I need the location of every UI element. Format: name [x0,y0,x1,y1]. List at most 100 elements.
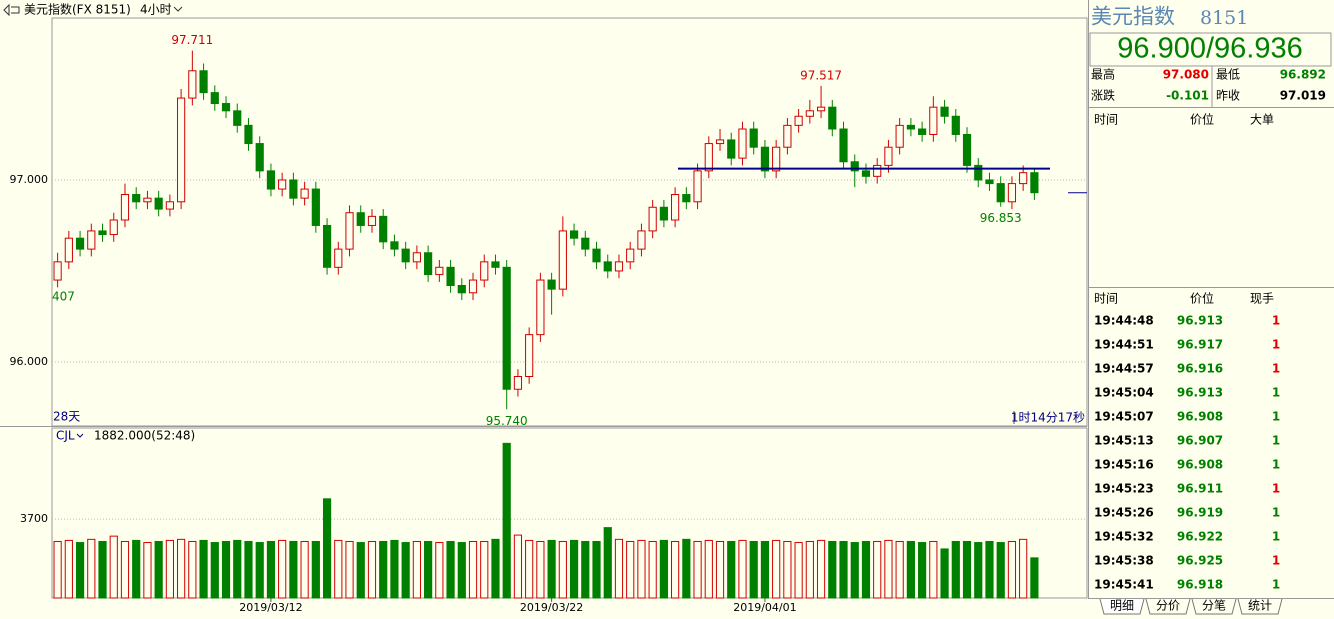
tick-volume: 1 [1272,482,1280,496]
candle-body [199,70,208,94]
candle-body [390,241,399,250]
tick-time: 19:45:04 [1094,386,1154,400]
tab-label[interactable]: 统计 [1248,599,1272,613]
tick-time: 19:45:07 [1094,410,1154,424]
volume-bar [749,540,758,599]
candle-body [1007,183,1017,203]
volume-bar [738,539,747,599]
candle-body [244,124,253,145]
tick-price: 96.922 [1177,530,1223,544]
volume-bar [367,540,377,599]
volume-title[interactable]: CJL [56,429,75,443]
tab[interactable] [1237,598,1283,615]
tick-time: 19:45:32 [1094,530,1154,544]
tab[interactable] [1145,598,1191,615]
volume-bar [794,542,803,599]
column-header: 价位 [1190,112,1214,127]
candle-body [962,133,972,166]
candle-body [457,285,466,294]
tick-price: 96.913 [1177,386,1223,400]
volume-bar [536,540,545,599]
tab[interactable] [1099,598,1145,615]
candle-body [996,183,1005,203]
candle-body [918,128,927,135]
tick-volume: 1 [1272,530,1280,544]
icon[interactable] [3,3,20,17]
volume-bar [929,540,938,599]
candle-body [727,139,736,159]
column-header: 大单 [1250,113,1274,127]
candle-body [513,376,523,390]
candle-body [412,252,421,263]
tab-label[interactable]: 分笔 [1202,598,1226,613]
volume-bar [345,540,354,599]
tab-label[interactable]: 分价 [1156,599,1180,613]
volume-bar [154,540,163,599]
volume-bar [962,540,972,599]
volume-bar [468,540,478,599]
volume-bar [53,540,62,599]
volume-bar [906,540,915,599]
candle-body [109,219,118,236]
volume-bar [525,539,534,599]
volume-bar [244,540,253,599]
tick-price: 96.918 [1177,578,1223,592]
volume-bar [311,540,320,599]
column-header: 价位 [1190,291,1214,306]
volume-bar [165,539,174,599]
candle-body [659,206,668,221]
stat-label: 最低 [1216,68,1240,82]
candle-body [906,124,915,130]
quote-name: 美元指数 [1091,5,1175,29]
volume-bar [221,540,231,599]
annotation: 96.853 [980,211,1022,225]
period[interactable]: 4小时 [140,3,172,17]
candle-body [424,252,433,276]
volume-bar [659,539,668,599]
volume-bar [569,539,579,599]
candle-body [626,248,635,263]
annotation: 97.517 [800,68,842,82]
candle-body [547,279,556,290]
stat-value: 97.080 [1163,68,1209,82]
volume-bar [850,542,859,599]
candle-body [738,128,747,159]
countdown: 1时14分17秒 [1011,411,1085,425]
volume-bar [457,542,466,599]
tab-label[interactable]: 明细 [1110,599,1134,613]
volume-bar [289,540,298,599]
candle-body [693,170,702,203]
dropdown[interactable] [173,6,183,12]
volume-panel [51,427,1088,599]
volume-bar [480,540,489,599]
volume-bar [558,540,567,599]
candle-body [974,164,983,181]
volume-bar [951,540,960,599]
candle-body [985,179,994,185]
candle-body [805,110,814,117]
volume-bar [637,539,646,599]
dropdown[interactable] [76,433,84,438]
volume-bar [772,539,781,599]
volume-bar [278,539,287,599]
candle-body [671,194,680,221]
column-header: 现手 [1250,292,1274,306]
tab[interactable] [1191,598,1237,615]
tick-time: 19:44:48 [1094,314,1154,328]
candle-body [468,279,478,294]
candle-body [278,179,287,190]
volume-bar [861,540,871,599]
candle-body [1030,172,1039,194]
candle-body [895,124,904,148]
tick-volume: 1 [1272,458,1280,472]
volume-bar [974,542,983,599]
tick-volume: 1 [1272,386,1280,400]
volume-bar [671,540,680,599]
tick-time: 19:45:38 [1094,554,1154,568]
volume-bar [805,540,814,599]
stat-value: 97.019 [1280,89,1326,103]
symbol[interactable]: 美元指数(FX 8151) [24,2,131,17]
candle-body [884,146,893,166]
volume-bar [210,542,219,599]
